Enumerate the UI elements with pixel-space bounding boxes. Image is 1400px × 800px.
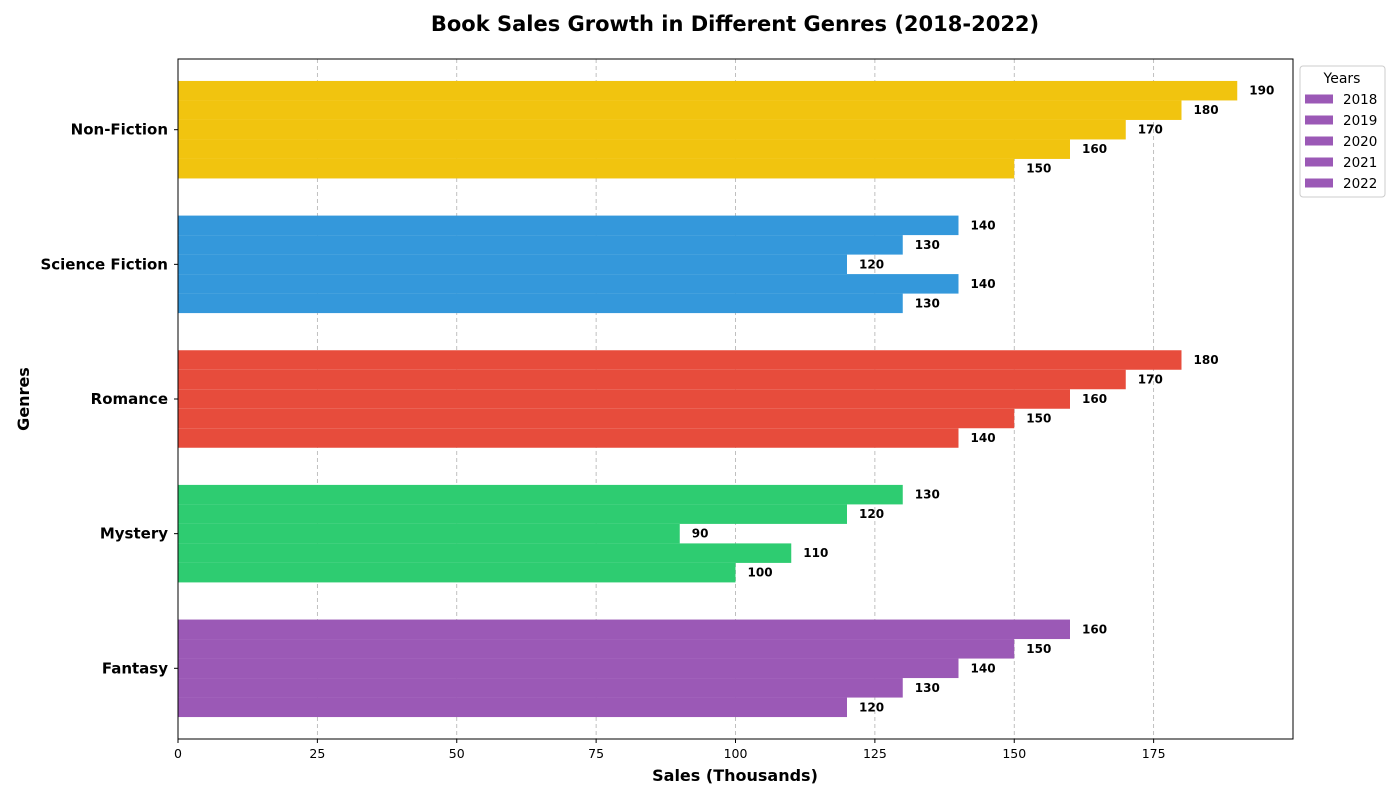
bar	[178, 523, 680, 544]
value-label: 140	[971, 218, 996, 232]
value-label: 130	[915, 488, 940, 502]
bar	[178, 543, 792, 563]
x-tick-label: 125	[863, 746, 887, 761]
bar	[178, 158, 1015, 179]
x-tick-label: 75	[588, 746, 604, 761]
y-axis-label: Genres	[14, 367, 33, 431]
value-label: 170	[1138, 373, 1163, 387]
y-tick-label: Romance	[91, 390, 168, 408]
value-label: 180	[1194, 103, 1219, 117]
bar	[178, 274, 959, 294]
legend-swatch	[1305, 94, 1333, 104]
value-label: 150	[1026, 412, 1051, 426]
bar	[178, 293, 903, 314]
bar	[178, 658, 959, 679]
y-tick-label: Fantasy	[102, 659, 168, 677]
legend-title: Years	[1323, 71, 1361, 87]
value-label: 140	[971, 661, 996, 675]
bar	[178, 389, 1070, 409]
bar	[178, 504, 847, 524]
value-label: 150	[1026, 162, 1051, 176]
value-label: 170	[1138, 123, 1163, 137]
value-label: 160	[1082, 622, 1107, 636]
bar	[178, 678, 903, 698]
value-label: 130	[915, 681, 940, 695]
legend-label: 2021	[1343, 155, 1377, 171]
legend-label: 2019	[1343, 113, 1377, 129]
x-tick-label: 25	[309, 746, 325, 761]
legend-label: 2022	[1343, 176, 1377, 192]
legend-swatch	[1305, 157, 1333, 167]
bar	[178, 428, 959, 448]
bar	[178, 697, 847, 718]
y-tick-label: Non-Fiction	[71, 121, 168, 139]
value-label: 90	[692, 527, 709, 541]
value-label: 110	[803, 546, 828, 560]
bar	[178, 408, 1015, 429]
x-tick-label: 100	[724, 746, 748, 761]
value-label: 160	[1082, 142, 1107, 156]
bar	[178, 215, 959, 236]
legend-label: 2020	[1343, 134, 1377, 150]
y-axis-ticks: Fantasy Mystery Romance Science Fiction Non-…	[40, 121, 178, 677]
value-label: 150	[1026, 642, 1051, 656]
value-label: 190	[1249, 84, 1274, 98]
x-axis-ticks: 0 25 50 75 100 125 150 175	[174, 739, 1166, 761]
bar	[178, 139, 1070, 159]
legend-items: 2018 2019 2020 2021 2022	[1305, 92, 1377, 192]
bar	[178, 350, 1182, 370]
bar	[178, 235, 903, 255]
value-label: 140	[971, 431, 996, 445]
x-tick-label: 175	[1142, 746, 1166, 761]
legend: Years 2018 2019 2020 2021 2022	[1299, 65, 1386, 198]
bar	[178, 369, 1126, 390]
bar	[178, 619, 1070, 640]
value-label: 160	[1082, 392, 1107, 406]
chart-title: Book Sales Growth in Different Genres (2…	[431, 12, 1039, 36]
value-label: 100	[748, 566, 773, 580]
bar	[178, 639, 1015, 659]
y-tick-label: Mystery	[100, 525, 168, 543]
bar	[178, 100, 1182, 120]
value-label: 140	[971, 277, 996, 291]
value-label: 130	[915, 296, 940, 310]
legend-swatch	[1305, 178, 1333, 188]
y-tick-label: Science Fiction	[40, 255, 168, 273]
value-label: 120	[859, 257, 884, 271]
bars	[178, 80, 1238, 718]
bar	[178, 119, 1126, 140]
x-axis-label: Sales (Thousands)	[652, 766, 818, 785]
value-label: 130	[915, 238, 940, 252]
value-label: 120	[859, 700, 884, 714]
legend-label: 2018	[1343, 92, 1377, 108]
x-tick-label: 0	[174, 746, 182, 761]
x-tick-label: 150	[1002, 746, 1026, 761]
bar	[178, 562, 736, 583]
bar	[178, 254, 847, 275]
value-label: 120	[859, 507, 884, 521]
bar	[178, 484, 903, 505]
data-labels: 120 130 140 150 160 100 110 90 120 130 140 150 160 17…	[692, 84, 1275, 715]
bar	[178, 80, 1238, 101]
x-tick-label: 50	[449, 746, 465, 761]
value-label: 180	[1194, 353, 1219, 367]
legend-swatch	[1305, 136, 1333, 146]
legend-swatch	[1305, 115, 1333, 125]
